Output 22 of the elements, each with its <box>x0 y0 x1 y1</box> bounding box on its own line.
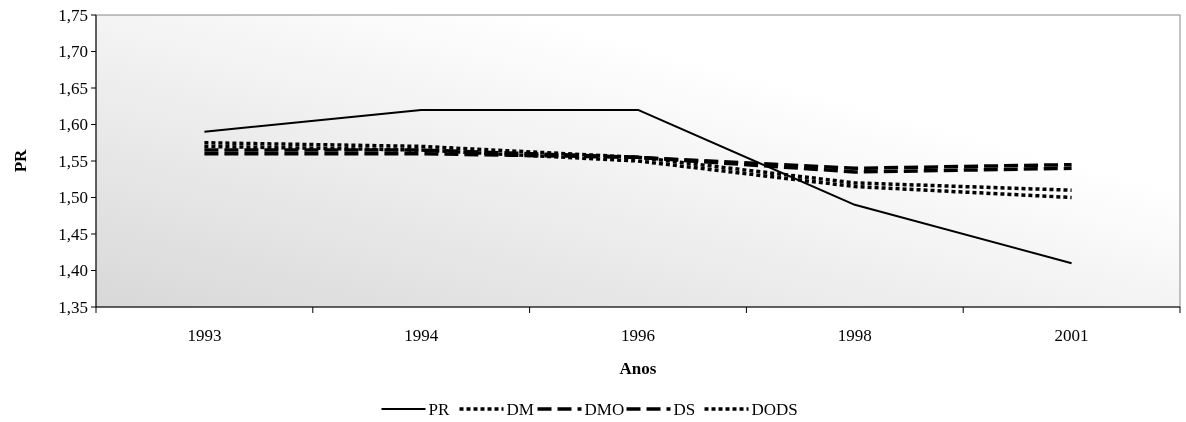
y-tick-label: 1,55 <box>58 151 88 171</box>
x-tick-label: 1996 <box>621 326 655 345</box>
y-axis-title: PR <box>11 148 30 173</box>
x-axis-title: Anos <box>619 359 657 378</box>
y-tick-label: 1,70 <box>58 42 88 62</box>
y-tick-label: 1,40 <box>58 261 88 281</box>
legend-label: DMO <box>584 399 625 419</box>
x-tick-label: 1994 <box>404 326 439 345</box>
legend-label: PR <box>428 399 450 419</box>
y-tick-label: 1,50 <box>58 188 88 208</box>
x-tick-label: 1998 <box>837 326 872 345</box>
line-series <box>203 108 1073 265</box>
y-tick-label: 1,65 <box>58 78 88 98</box>
legend-label: DODS <box>751 399 798 419</box>
y-tick-label: 1,60 <box>58 115 88 135</box>
x-tick-label: 1993 <box>187 326 222 345</box>
legend-label: DS <box>673 399 696 419</box>
y-tick-label: 1,35 <box>58 297 88 317</box>
y-tick-label: 1,75 <box>58 5 88 25</box>
y-tick-label: 1,45 <box>58 224 88 244</box>
legend-label: DM <box>506 399 534 419</box>
x-tick-label: 2001 <box>1054 326 1089 345</box>
